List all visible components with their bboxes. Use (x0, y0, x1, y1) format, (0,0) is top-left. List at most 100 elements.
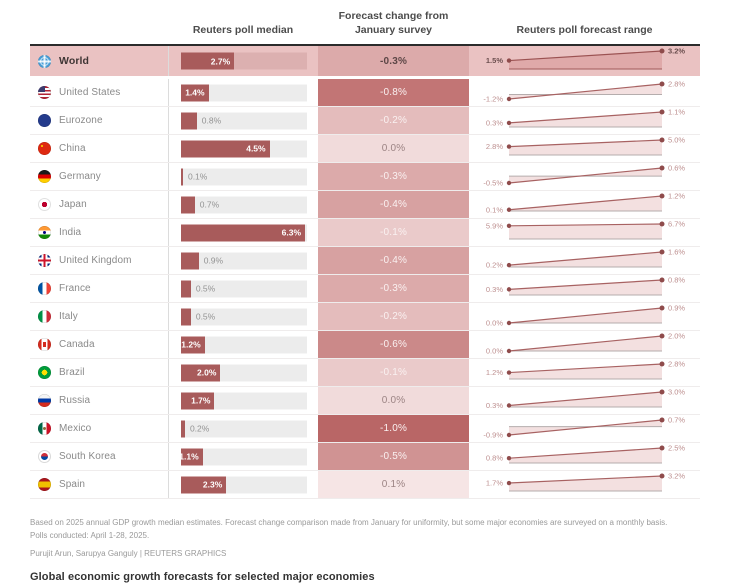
table-row: Russia 1.7% 0.0% 0.3% 3.0% (30, 387, 700, 416)
change-cell: -0.8% (318, 79, 469, 107)
change-value: 0.1% (381, 479, 406, 491)
change-value: -1.0% (379, 423, 408, 435)
table-body: World 2.7% -0.3% 1.5% 3.2% United States … (30, 46, 700, 500)
country-cell: United Kingdom (30, 247, 168, 274)
median-value-outside: 0.5% (195, 311, 216, 322)
graphic-title: Global economic growth forecasts for sel… (30, 571, 375, 583)
range-low-label: -1.2% (483, 95, 503, 104)
range-low-label: -0.5% (483, 179, 503, 188)
median-bar-cell: 0.5% (168, 275, 318, 303)
median-bar-track: 0.1% (181, 168, 307, 186)
median-bar-cell: 0.1% (168, 163, 318, 191)
range-low-label: 0.1% (486, 206, 503, 215)
range-slope-chart: -0.9% 0.7% (483, 416, 685, 440)
range-chart-cell: 0.3% 0.8% (469, 275, 700, 302)
range-low-label: 0.3% (486, 285, 503, 294)
range-slope-chart: 0.8% 2.5% (486, 444, 685, 464)
change-column-header-line1: Forecast change from (338, 10, 449, 22)
median-bar (181, 196, 195, 214)
median-bar (181, 84, 209, 102)
median-bar-track: 0.8% (181, 112, 307, 130)
range-high-label: 5.0% (668, 136, 685, 145)
median-bar-cell: 6.3% (168, 219, 318, 247)
range-slope-chart: 0.0% 2.0% (486, 332, 686, 356)
median-bar-cell: 1.1% (168, 443, 318, 471)
country-label: United Kingdom (59, 255, 132, 267)
table-row: China 4.5% 0.0% 2.8% 5.0% (30, 135, 700, 164)
range-slope-chart: 2.8% 5.0% (486, 136, 685, 156)
table-row: Italy 0.5% -0.2% 0.0% 0.9% (30, 303, 700, 332)
country-label: India (59, 227, 82, 239)
median-bar-cell: 0.7% (168, 191, 318, 219)
range-slope-chart: 5.9% 6.7% (486, 220, 685, 240)
change-value: -0.3% (379, 283, 408, 295)
change-cell: -0.6% (318, 331, 469, 359)
range-low-label: -0.9% (483, 431, 503, 440)
median-bar-cell: 1.4% (168, 79, 318, 107)
country-cell: Germany (30, 163, 168, 190)
country-label: United States (59, 87, 121, 99)
change-value: -0.3% (379, 55, 408, 67)
table-row: Canada 1.2% -0.6% 0.0% 2.0% (30, 331, 700, 360)
median-column-header: Reuters poll median (192, 23, 294, 36)
median-bar-track: 4.5% (181, 140, 307, 158)
median-value-outside: 0.1% (187, 171, 208, 182)
footnote: Based on 2025 annual GDP growth median e… (30, 517, 700, 542)
change-cell: -0.2% (318, 303, 469, 331)
range-high-label: 2.0% (668, 332, 685, 341)
median-value-outside: 0.2% (189, 423, 210, 434)
change-cell: -0.5% (318, 443, 469, 471)
median-value-inside: 1.1% (179, 451, 199, 462)
range-chart-cell: -1.2% 2.8% (469, 79, 700, 106)
change-cell: -0.4% (318, 191, 469, 219)
median-bar-cell: 0.2% (168, 415, 318, 443)
median-bar (181, 308, 191, 326)
range-chart-cell: 2.8% 5.0% (469, 135, 700, 162)
range-chart-cell: 1.7% 3.2% (469, 471, 700, 498)
change-column-header: Forecast change from January survey (318, 10, 469, 44)
country-flag-icon (38, 282, 51, 296)
median-bar-track: 1.1% (179, 448, 307, 466)
range-low-label: 0.3% (486, 401, 503, 410)
median-bar-track: 0.9% (181, 252, 307, 270)
change-value: -0.4% (379, 255, 408, 267)
median-bar (181, 364, 221, 382)
country-cell: United States (30, 79, 168, 106)
table-row: World 2.7% -0.3% 1.5% 3.2% (30, 46, 700, 77)
change-value: 0.0% (381, 143, 406, 155)
range-low-label: 0.0% (486, 347, 503, 356)
median-bar-cell: 4.5% (168, 135, 318, 163)
median-bar (181, 168, 183, 186)
change-cell: -0.1% (318, 359, 469, 387)
country-label: Brazil (59, 367, 85, 379)
header-rule (30, 44, 700, 47)
range-low-label: 1.2% (486, 368, 503, 377)
table-row: United Kingdom 0.9% -0.4% 0.2% 1.6% (30, 247, 700, 276)
range-slope-chart: 0.2% 1.6% (486, 248, 686, 270)
table-row: Mexico 0.2% -1.0% -0.9% 0.7% (30, 415, 700, 444)
range-slope-chart: 0.3% 0.8% (486, 276, 685, 296)
range-chart-cell: 1.2% 2.8% (469, 359, 700, 386)
country-cell: Italy (30, 303, 168, 330)
country-cell: Japan (30, 191, 168, 218)
change-cell: 0.0% (318, 135, 469, 163)
range-slope-chart: 1.5% 3.2% (486, 47, 685, 70)
range-high-label: 6.7% (668, 220, 685, 229)
median-value-outside: 0.7% (199, 199, 220, 210)
median-bar (181, 336, 205, 354)
range-chart-cell: 0.0% 2.0% (469, 331, 700, 358)
median-bar (181, 224, 306, 242)
median-bar-cell: 1.7% (168, 387, 318, 415)
median-value-inside: 1.4% (185, 87, 205, 98)
median-bar-cell: 0.5% (168, 303, 318, 331)
range-slope-chart: 0.1% 1.2% (486, 192, 686, 215)
country-cell: World (30, 46, 168, 76)
range-chart-cell: 5.9% 6.7% (469, 219, 700, 246)
range-high-label: 1.1% (668, 108, 685, 117)
country-cell: Mexico (30, 415, 168, 442)
median-bar-track: 2.7% (181, 52, 307, 70)
range-low-label: 0.8% (486, 454, 503, 463)
median-bar (181, 476, 227, 494)
median-bar-track: 2.3% (181, 476, 307, 494)
country-label: Eurozone (59, 115, 103, 127)
